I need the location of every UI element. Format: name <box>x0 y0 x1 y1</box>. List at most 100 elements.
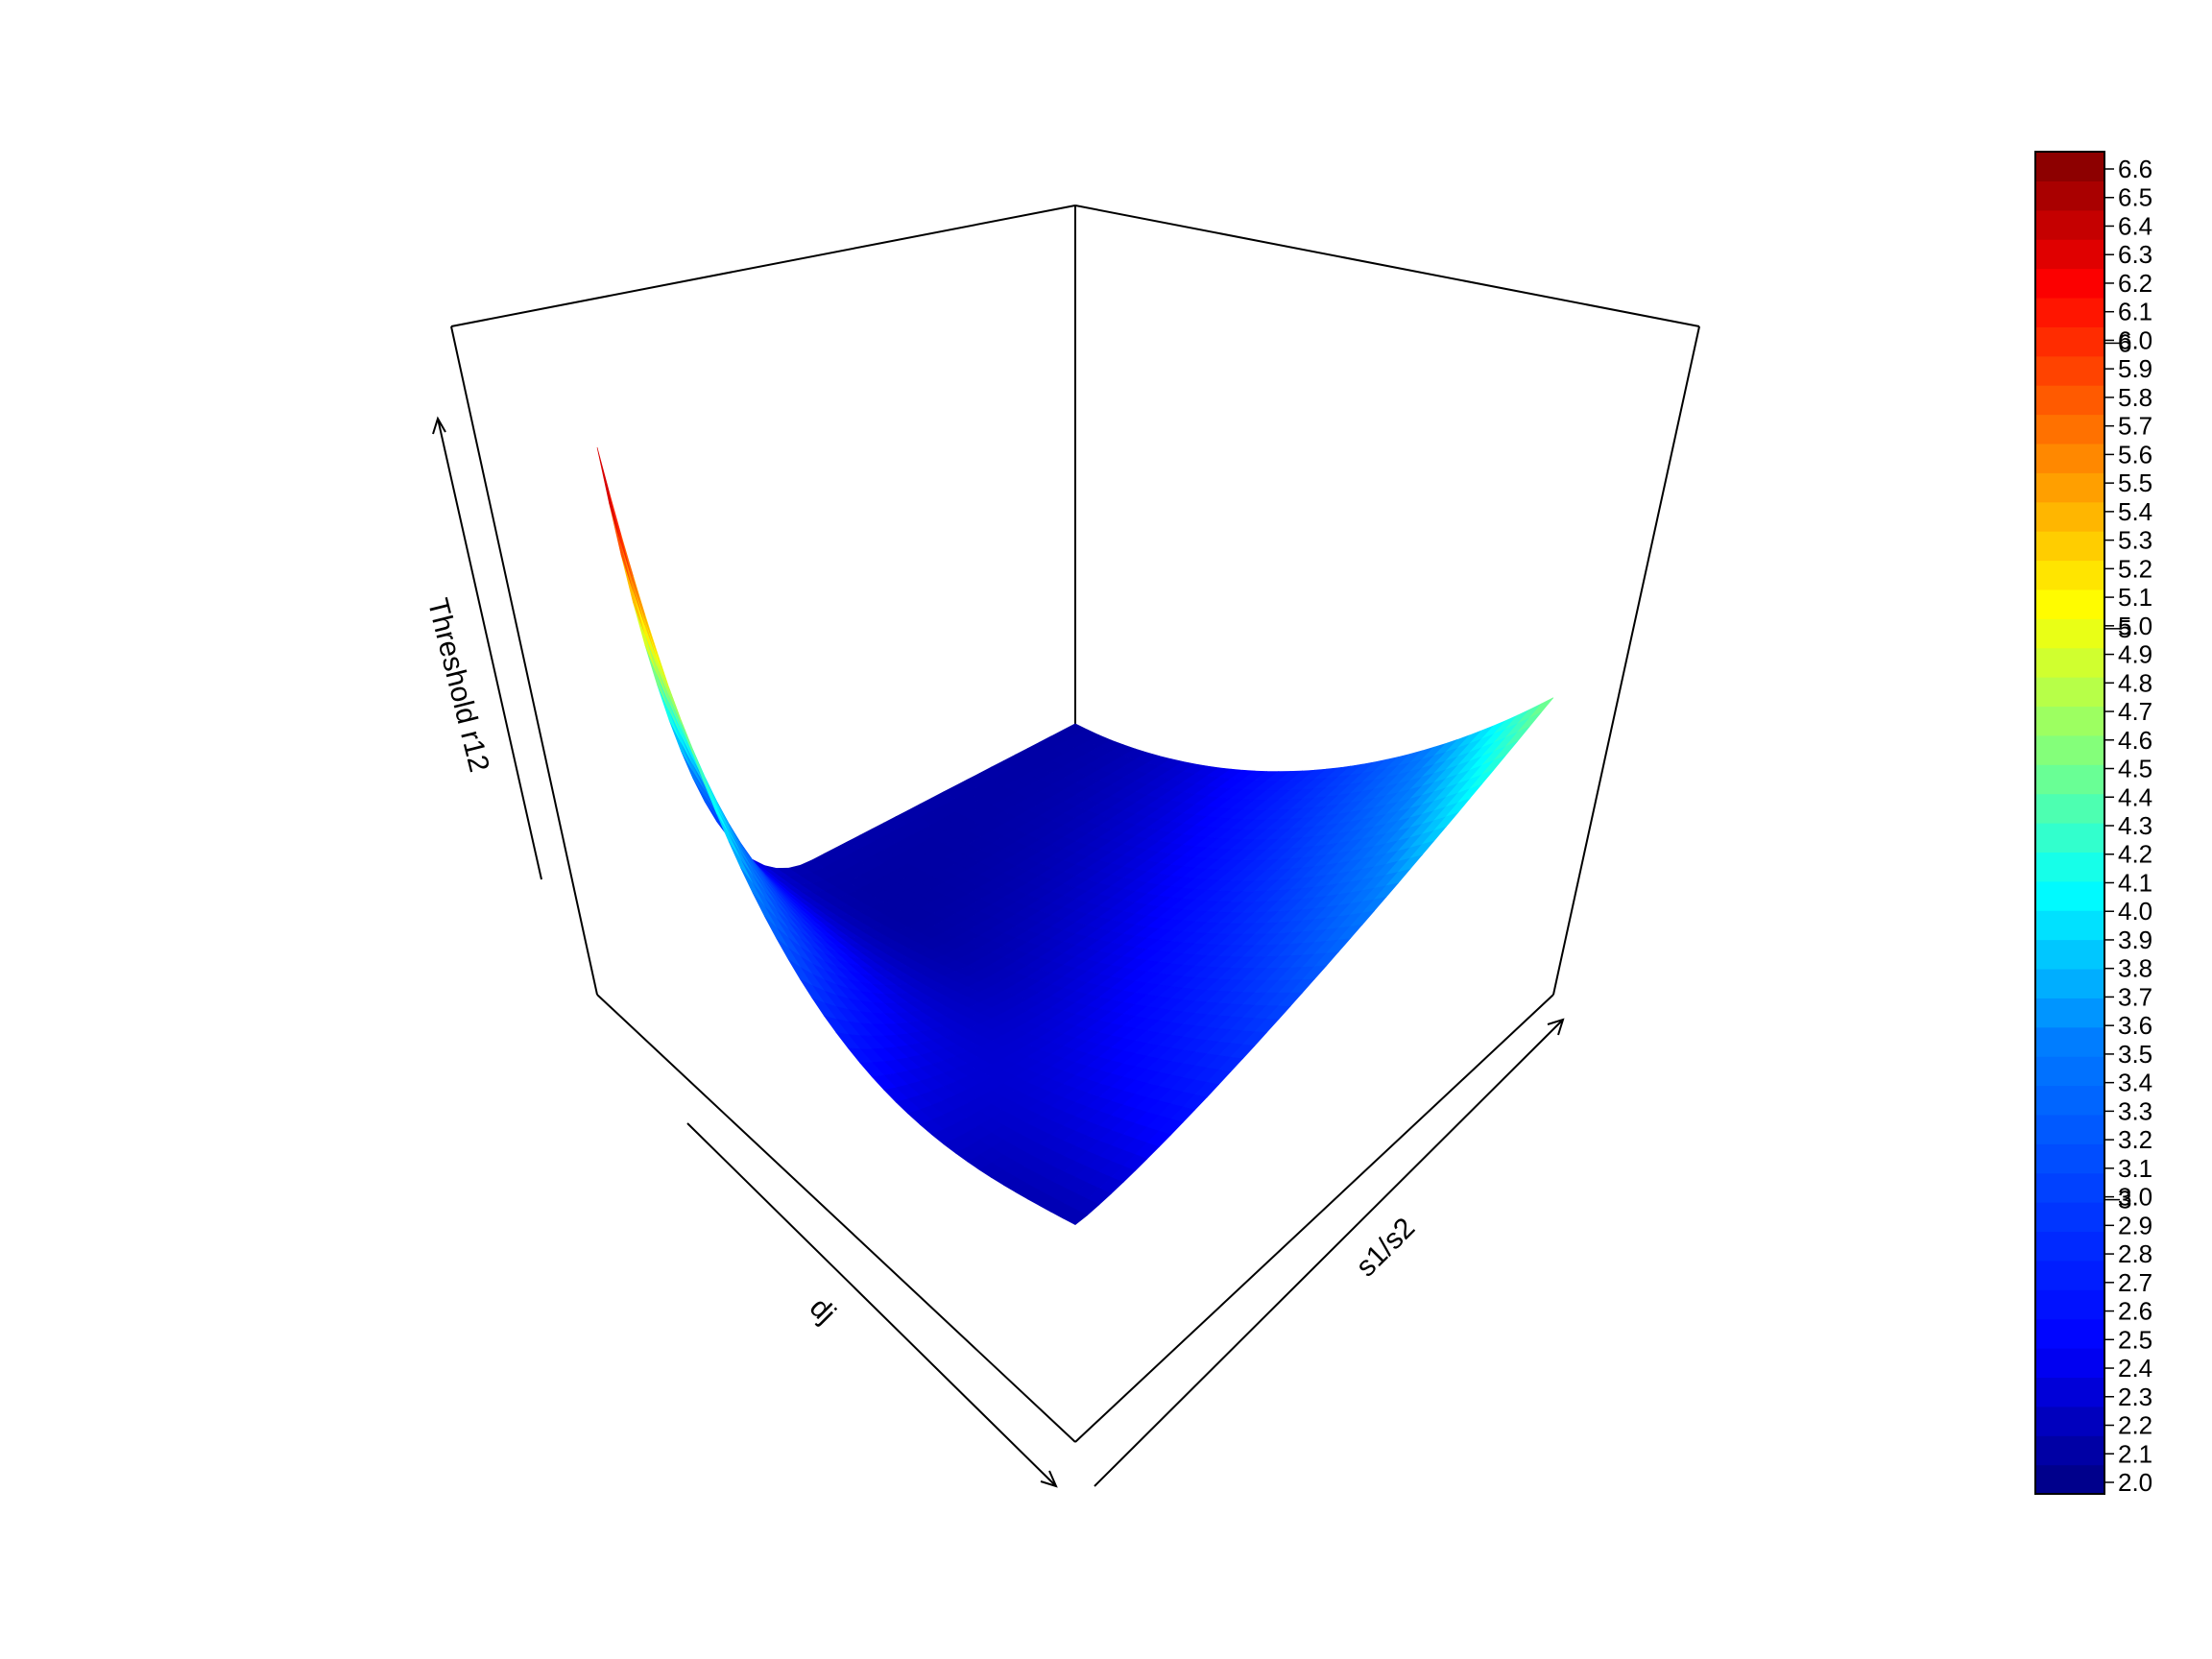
colorbar-segment <box>2035 1464 2104 1495</box>
colorbar-segment <box>2035 560 2104 590</box>
colorbar-segment <box>2035 1172 2104 1203</box>
colorbar-tick-label: 4.4 <box>2118 782 2152 811</box>
x-axis-arrow <box>686 1122 1057 1487</box>
colorbar-tick-label: 5.3 <box>2118 526 2152 555</box>
colorbar-segment <box>2035 472 2104 503</box>
surface-mesh <box>596 446 1554 1226</box>
colorbar-segment <box>2035 677 2104 708</box>
colorbar-segment <box>2035 1435 2104 1466</box>
colorbar-tick-label: 6.4 <box>2118 211 2152 240</box>
colorbar-tick-label: 4.0 <box>2118 897 2152 926</box>
colorbar-tick-label: 5.4 <box>2118 497 2152 526</box>
colorbar-tick-label: 2.9 <box>2118 1211 2152 1239</box>
colorbar-segment <box>2035 443 2104 473</box>
colorbar-tick-label: 2.5 <box>2118 1325 2152 1354</box>
colorbar-segment <box>2035 647 2104 678</box>
colorbar-tick-label: 3.5 <box>2118 1040 2152 1069</box>
colorbar-tick-label: 6.3 <box>2118 240 2152 269</box>
colorbar-tick-label: 5.6 <box>2118 440 2152 469</box>
colorbar-tick-label: 3.1 <box>2118 1154 2152 1183</box>
surface-facet <box>1062 1209 1089 1226</box>
axis-arrows <box>432 416 1565 1488</box>
colorbar-segment <box>2035 793 2104 824</box>
colorbar-segment <box>2035 1085 2104 1116</box>
colorbar-segment <box>2035 968 2104 998</box>
colorbar-tick-label: 5.7 <box>2118 412 2152 441</box>
colorbar-tick-label: 2.7 <box>2118 1268 2152 1297</box>
colorbar-segment <box>2035 589 2104 619</box>
colorbar-tick-label: 3.6 <box>2118 1011 2152 1040</box>
colorbar-tick-label: 2.1 <box>2118 1439 2152 1468</box>
colorbar-extra-tick-label: 5 <box>2118 614 2131 643</box>
colorbar-segment <box>2035 152 2104 181</box>
colorbar-tick-label: 5.8 <box>2118 383 2152 412</box>
colorbar-tick-label: 6.0 <box>2118 325 2152 354</box>
colorbar-tick-label: 6.6 <box>2118 155 2152 183</box>
colorbar-segment <box>2035 239 2104 270</box>
colorbar-segment <box>2035 880 2104 911</box>
colorbar-segment <box>2035 910 2104 941</box>
z-axis-arrow <box>437 418 542 880</box>
colorbar-segment <box>2035 1348 2104 1379</box>
colorbar-tick-label: 4.6 <box>2118 726 2152 755</box>
colorbar-tick-label: 5.0 <box>2118 612 2152 640</box>
colorbar-segment <box>2035 1231 2104 1262</box>
colorbar-tick-label: 3.9 <box>2118 926 2152 954</box>
colorbar-segment <box>2035 998 2104 1028</box>
colorbar-frame <box>2034 151 2105 1495</box>
colorbar-segment <box>2035 1289 2104 1320</box>
colorbar-segment <box>2035 1026 2104 1057</box>
colorbar-segment <box>2035 823 2104 853</box>
colorbar-tick-label: 6.2 <box>2118 269 2152 298</box>
colorbar-segment <box>2035 1260 2104 1290</box>
colorbar-tick-label: 2.4 <box>2118 1354 2152 1382</box>
colorbar-segment <box>2035 852 2104 882</box>
colorbar-tick-label: 6.1 <box>2118 298 2152 326</box>
colorbar-tick-label: 4.9 <box>2118 640 2152 669</box>
colorbar-tick-label: 3.4 <box>2118 1069 2152 1097</box>
colorbar-segment <box>2035 706 2104 736</box>
colorbar-tick-label: 3.2 <box>2118 1125 2152 1154</box>
colorbar-segment <box>2035 385 2104 416</box>
colorbar-tick-label: 2.6 <box>2118 1297 2152 1326</box>
colorbar-tick-label: 4.2 <box>2118 840 2152 869</box>
colorbar-tick-label: 5.9 <box>2118 354 2152 383</box>
colorbar-tick-label: 2.2 <box>2118 1411 2152 1440</box>
colorbar-tick-label: 3.3 <box>2118 1096 2152 1125</box>
colorbar-segment <box>2035 1377 2104 1407</box>
colorbar-tick-label: 3.7 <box>2118 982 2152 1011</box>
box-frame <box>450 204 1700 1443</box>
colorbar-tick-label: 3.8 <box>2118 954 2152 983</box>
colorbar-segment <box>2035 1318 2104 1349</box>
colorbar-segment <box>2035 209 2104 240</box>
colorbar-extra-tick-label: 6 <box>2118 328 2131 357</box>
colorbar-segment <box>2035 531 2104 562</box>
colorbar-segment <box>2035 764 2104 795</box>
colorbar-segment <box>2035 734 2104 765</box>
colorbar-tick-label: 5.2 <box>2118 554 2152 583</box>
colorbar-tick-label: 3.0 <box>2118 1183 2152 1212</box>
colorbar-segment <box>2035 939 2104 970</box>
colorbar-tick-label: 5.1 <box>2118 583 2152 612</box>
colorbar-extra-tick-label: 3 <box>2118 1186 2131 1214</box>
colorbar-tick-label: 2.3 <box>2118 1382 2152 1411</box>
colorbar-segment <box>2035 1056 2104 1087</box>
colorbar-segment <box>2035 1143 2104 1174</box>
colorbar-segment <box>2035 1114 2104 1144</box>
colorbar: 2.02.12.22.32.42.52.62.72.82.93.03.13.23… <box>2034 151 2152 1497</box>
colorbar-segment <box>2035 297 2104 327</box>
colorbar-tick-label: 4.5 <box>2118 755 2152 783</box>
colorbar-segment <box>2035 268 2104 299</box>
colorbar-segment <box>2035 501 2104 532</box>
colorbar-segment <box>2035 326 2104 357</box>
colorbar-tick-label: 2.8 <box>2118 1239 2152 1268</box>
colorbar-segment <box>2035 355 2104 386</box>
colorbar-tick-label: 6.5 <box>2118 183 2152 212</box>
colorbar-tick-label: 4.7 <box>2118 697 2152 726</box>
colorbar-segment <box>2035 1202 2104 1233</box>
colorbar-segment <box>2035 414 2104 445</box>
colorbar-tick-label: 4.1 <box>2118 868 2152 897</box>
colorbar-segment <box>2035 180 2104 211</box>
colorbar-segment <box>2035 618 2104 649</box>
